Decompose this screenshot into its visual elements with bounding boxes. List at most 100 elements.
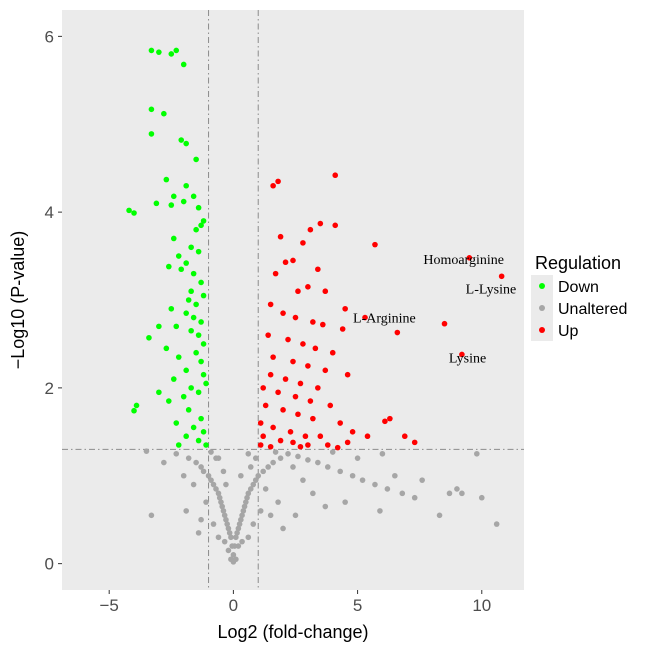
legend-label-2: Up <box>558 323 579 340</box>
point-unaltered-31 <box>241 503 248 510</box>
point-up-55 <box>287 429 294 435</box>
point-up-12 <box>466 255 473 261</box>
point-down-24 <box>188 244 194 251</box>
point-up-23 <box>320 321 326 328</box>
point-up-63 <box>324 442 331 448</box>
point-unaltered-104 <box>280 525 286 532</box>
point-down-39 <box>198 319 204 325</box>
point-unaltered-70 <box>272 449 279 455</box>
point-up-73 <box>334 444 341 451</box>
point-down-35 <box>193 301 199 308</box>
point-unaltered-72 <box>300 477 306 483</box>
point-unaltered-55 <box>377 508 383 514</box>
point-down-25 <box>170 235 177 242</box>
data-points <box>126 47 505 565</box>
point-unaltered-42 <box>277 455 284 461</box>
point-up-13 <box>498 273 505 280</box>
point-up-41 <box>297 380 304 387</box>
point-unaltered-22 <box>230 552 237 558</box>
point-unaltered-92 <box>454 486 460 492</box>
point-unaltered-14 <box>220 508 227 514</box>
point-unaltered-1 <box>173 450 180 457</box>
point-unaltered-87 <box>239 538 245 545</box>
point-unaltered-66 <box>213 455 219 461</box>
point-unaltered-44 <box>295 453 301 460</box>
point-down-46 <box>146 334 152 341</box>
point-unaltered-93 <box>459 490 465 497</box>
point-unaltered-56 <box>322 503 329 510</box>
point-down-6 <box>161 110 167 117</box>
annotation-1: L-Lysine <box>466 282 517 297</box>
point-down-37 <box>183 310 189 316</box>
point-unaltered-6 <box>205 472 212 479</box>
point-up-25 <box>362 314 368 321</box>
point-unaltered-17 <box>224 521 230 527</box>
point-unaltered-89 <box>267 512 274 519</box>
point-unaltered-65 <box>148 512 155 519</box>
point-unaltered-52 <box>384 486 391 492</box>
point-up-36 <box>322 367 329 374</box>
point-down-15 <box>195 204 202 211</box>
point-down-58 <box>156 389 162 396</box>
point-unaltered-47 <box>324 464 331 470</box>
point-down-8 <box>178 137 185 143</box>
point-up-32 <box>329 349 336 356</box>
x-tick-label-1: 0 <box>229 596 238 615</box>
point-unaltered-29 <box>239 512 245 519</box>
point-unaltered-3 <box>193 459 199 466</box>
point-up-28 <box>265 332 271 338</box>
point-up-52 <box>337 420 343 426</box>
point-up-6 <box>277 233 284 240</box>
point-down-12 <box>183 182 189 189</box>
point-unaltered-27 <box>236 521 243 527</box>
point-unaltered-105 <box>292 512 299 519</box>
point-down-26 <box>175 253 182 259</box>
y-tick-label-3: 6 <box>45 27 54 46</box>
point-up-72 <box>297 443 304 450</box>
point-up-21 <box>292 314 299 321</box>
point-up-27 <box>441 320 448 327</box>
point-unaltered-78 <box>250 521 257 527</box>
point-unaltered-7 <box>208 477 214 483</box>
annotation-2: L-Arginine <box>353 312 416 327</box>
point-down-41 <box>168 305 175 312</box>
point-down-50 <box>193 349 199 356</box>
point-down-9 <box>183 140 189 147</box>
point-unaltered-106 <box>342 499 348 505</box>
point-down-0 <box>148 47 155 54</box>
point-down-48 <box>175 354 182 360</box>
point-up-20 <box>280 310 286 316</box>
point-down-14 <box>190 193 197 200</box>
point-up-65 <box>364 433 371 440</box>
point-up-7 <box>300 240 306 246</box>
point-unaltered-41 <box>270 459 276 466</box>
point-unaltered-68 <box>238 472 244 479</box>
point-up-57 <box>317 433 324 440</box>
y-tick-label-0: 0 <box>45 555 54 574</box>
point-up-18 <box>342 305 348 312</box>
point-unaltered-51 <box>372 481 378 488</box>
point-down-69 <box>175 442 182 448</box>
point-down-22 <box>200 218 207 224</box>
point-down-2 <box>168 51 175 57</box>
plot-panel <box>62 10 524 590</box>
point-up-26 <box>394 329 401 336</box>
point-unaltered-76 <box>203 499 209 505</box>
point-down-30 <box>178 266 185 273</box>
point-up-56 <box>302 433 309 440</box>
point-down-64 <box>173 420 180 426</box>
point-unaltered-13 <box>219 503 226 510</box>
point-up-45 <box>292 393 299 400</box>
point-down-31 <box>190 270 197 277</box>
point-down-28 <box>195 248 202 255</box>
point-unaltered-64 <box>180 472 187 479</box>
point-up-0 <box>275 178 281 185</box>
point-down-18 <box>153 200 160 207</box>
point-down-43 <box>195 332 202 338</box>
point-up-34 <box>290 358 296 365</box>
point-down-66 <box>200 429 207 435</box>
point-unaltered-24 <box>233 534 239 541</box>
point-up-58 <box>349 429 356 435</box>
point-down-57 <box>203 380 209 387</box>
